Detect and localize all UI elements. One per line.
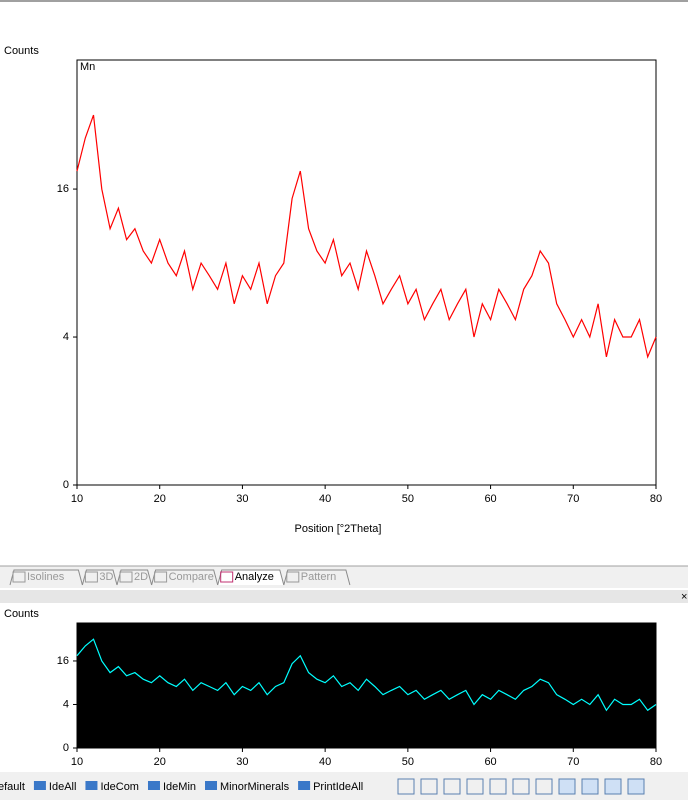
y-tick-label: 16 [57,183,69,195]
close-button[interactable]: × [681,591,687,603]
peak-annotation: Mn [80,61,95,73]
toolbar-button[interactable]: PrintIdeAll [313,781,363,793]
tab-label: Compare [169,571,214,583]
y-tick-label: 4 [63,698,69,710]
toolbar-button[interactable]: MinorMinerals [220,781,290,793]
tool-icon[interactable] [512,778,530,795]
toolbar-button[interactable]: IdeAll [49,781,77,793]
tool-icon[interactable] [581,778,599,795]
tab[interactable] [9,569,83,586]
toolbar-button[interactable]: IdeMin [163,781,196,793]
y-tick-label: 4 [63,331,69,343]
tool-icon[interactable] [535,778,553,795]
x-tick-label: 60 [484,493,496,505]
panel-header [0,590,688,603]
x-tick-label: 50 [402,493,414,505]
tab-label: Analyze [235,571,274,583]
x-tick-label: 20 [154,756,166,768]
tab[interactable] [116,569,153,586]
tab[interactable] [217,569,285,586]
y-tick-label: 16 [57,655,69,667]
x-tick-label: 10 [71,756,83,768]
tool-icon[interactable] [627,778,645,795]
y-tick-label: 0 [63,742,69,754]
tab-label: 2D [134,571,148,583]
tab[interactable] [283,569,351,586]
x-tick-label: 80 [650,493,662,505]
button-icon [205,781,218,790]
tab-icon [12,571,26,583]
pattern-line [76,638,657,712]
button-icon [298,781,311,790]
tab[interactable] [151,569,219,586]
tab-label: 3D [99,571,113,583]
button-icon [147,781,160,790]
tab[interactable] [81,569,118,586]
button-icon [85,781,98,790]
tool-icon[interactable] [443,778,461,795]
button-icon [33,781,46,790]
tab-icon [119,571,133,583]
x-tick-label: 40 [319,493,331,505]
pattern-line [76,114,657,359]
tool-icon[interactable] [489,778,507,795]
tool-icon[interactable] [420,778,438,795]
x-tick-label: 60 [484,756,496,768]
toolbar-button[interactable]: efault [0,781,25,793]
x-tick-label: 30 [236,493,248,505]
tool-icon[interactable] [397,778,415,795]
plot-area [76,59,657,486]
x-tick-label: 50 [402,756,414,768]
y-tick-label: 0 [63,479,69,491]
y-axis-label: Counts [4,45,39,57]
x-tick-label: 70 [567,756,579,768]
toolbar-button[interactable]: IdeCom [100,781,139,793]
x-tick-label: 70 [567,493,579,505]
x-tick-label: 10 [71,493,83,505]
tab-icon [220,571,234,583]
tab-icon [84,571,98,583]
tab-icon [154,571,168,583]
x-tick-label: 80 [650,756,662,768]
tab-label: Pattern [301,571,336,583]
x-tick-label: 40 [319,756,331,768]
plot-area [76,622,657,749]
x-axis-label: Position [°2Theta] [295,523,382,535]
top-border [0,0,688,2]
tool-icon[interactable] [558,778,576,795]
x-tick-label: 20 [154,493,166,505]
tool-icon[interactable] [466,778,484,795]
tab-icon [286,571,300,583]
y-axis-label: Counts [4,608,39,620]
tool-icon[interactable] [604,778,622,795]
tab-label: Isolines [27,571,65,583]
x-tick-label: 30 [236,756,248,768]
